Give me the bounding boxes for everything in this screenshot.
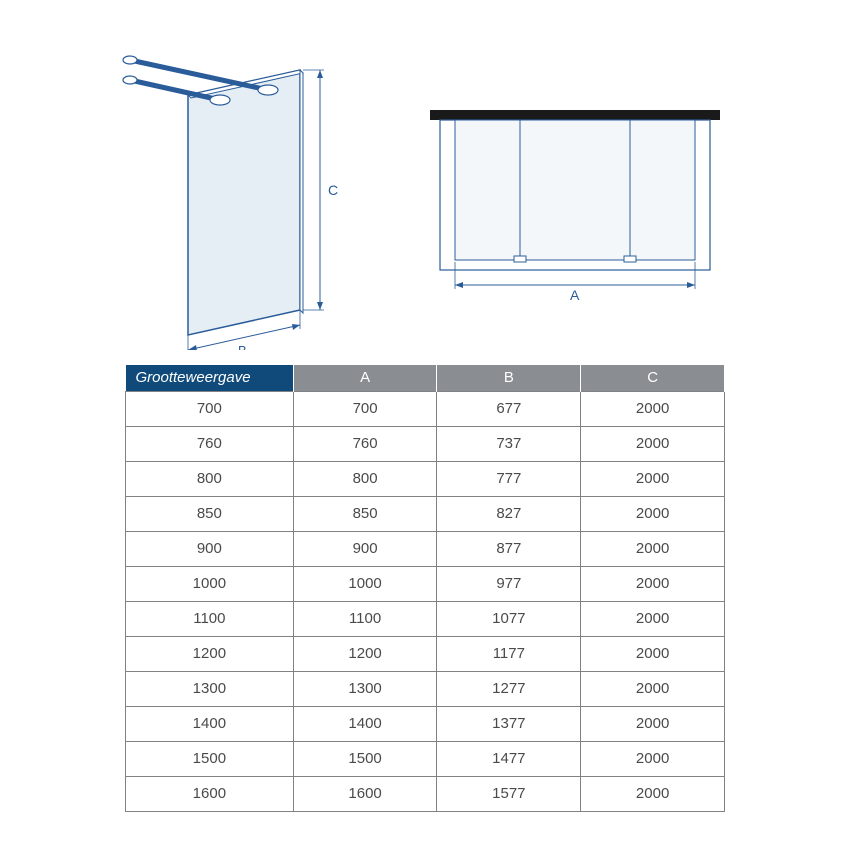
table-row: 7607607372000 <box>126 426 725 461</box>
table-cell: 1477 <box>437 741 581 776</box>
label-A: A <box>570 287 580 303</box>
table-cell: 1300 <box>126 671 294 706</box>
table-cell: 1000 <box>293 566 437 601</box>
table-row: 7007006772000 <box>126 391 725 426</box>
table-cell: 827 <box>437 496 581 531</box>
table-row: 1600160015772000 <box>126 776 725 811</box>
table-cell: 1600 <box>293 776 437 811</box>
col-header-A: A <box>293 365 437 391</box>
table-cell: 1300 <box>293 671 437 706</box>
table-cell: 2000 <box>581 531 725 566</box>
table-row: 1300130012772000 <box>126 671 725 706</box>
table-cell: 2000 <box>581 671 725 706</box>
table-cell: 2000 <box>581 776 725 811</box>
table-cell: 850 <box>293 496 437 531</box>
col-header-C: C <box>581 365 725 391</box>
table-cell: 977 <box>437 566 581 601</box>
size-table-wrap: GrootteweergaveABC 700700677200076076073… <box>125 365 725 812</box>
table-cell: 2000 <box>581 391 725 426</box>
table-cell: 1000 <box>126 566 294 601</box>
table-cell: 900 <box>126 531 294 566</box>
table-cell: 800 <box>293 461 437 496</box>
table-cell: 1200 <box>293 636 437 671</box>
table-cell: 2000 <box>581 461 725 496</box>
table-cell: 677 <box>437 391 581 426</box>
table-cell: 1100 <box>293 601 437 636</box>
table-cell: 1377 <box>437 706 581 741</box>
table-row: 100010009772000 <box>126 566 725 601</box>
table-body: 7007006772000760760737200080080077720008… <box>126 391 725 811</box>
left-3d-view: C B <box>123 56 338 350</box>
table-head: GrootteweergaveABC <box>126 365 725 391</box>
table-cell: 850 <box>126 496 294 531</box>
label-B: B <box>238 343 247 350</box>
table-cell: 1100 <box>126 601 294 636</box>
table-row: 1100110010772000 <box>126 601 725 636</box>
table-row: 8508508272000 <box>126 496 725 531</box>
table-cell: 700 <box>126 391 294 426</box>
table-cell: 1277 <box>437 671 581 706</box>
dim-C: C <box>303 70 338 310</box>
table-cell: 2000 <box>581 706 725 741</box>
table-cell: 1500 <box>293 741 437 776</box>
table-cell: 1077 <box>437 601 581 636</box>
table-cell: 900 <box>293 531 437 566</box>
table-row: 9009008772000 <box>126 531 725 566</box>
table-row: 1200120011772000 <box>126 636 725 671</box>
table-cell: 877 <box>437 531 581 566</box>
table-cell: 1400 <box>293 706 437 741</box>
diagram-area: C B <box>0 30 848 350</box>
glass-right-edge <box>300 70 303 313</box>
glass-panel <box>188 70 300 335</box>
table-cell: 1577 <box>437 776 581 811</box>
table-cell: 737 <box>437 426 581 461</box>
table-row: 1500150014772000 <box>126 741 725 776</box>
technical-drawing: C B <box>0 30 848 350</box>
table-cell: 700 <box>293 391 437 426</box>
col-header-Grootteweergave: Grootteweergave <box>126 365 294 391</box>
table-cell: 760 <box>126 426 294 461</box>
table-cell: 2000 <box>581 566 725 601</box>
size-table: GrootteweergaveABC 700700677200076076073… <box>125 365 725 812</box>
table-cell: 2000 <box>581 636 725 671</box>
table-cell: 1400 <box>126 706 294 741</box>
table-cell: 1600 <box>126 776 294 811</box>
table-cell: 2000 <box>581 601 725 636</box>
table-cell: 1500 <box>126 741 294 776</box>
right-top-view: A <box>430 110 720 303</box>
table-cell: 760 <box>293 426 437 461</box>
table-cell: 777 <box>437 461 581 496</box>
col-header-B: B <box>437 365 581 391</box>
inner-glass <box>455 120 695 260</box>
table-cell: 800 <box>126 461 294 496</box>
table-cell: 1177 <box>437 636 581 671</box>
foot-1 <box>514 256 526 262</box>
table-cell: 2000 <box>581 426 725 461</box>
table-cell: 1200 <box>126 636 294 671</box>
label-C: C <box>328 182 338 198</box>
table-cell: 2000 <box>581 741 725 776</box>
foot-2 <box>624 256 636 262</box>
table-row: 8008007772000 <box>126 461 725 496</box>
wall-bar <box>430 110 720 120</box>
table-row: 1400140013772000 <box>126 706 725 741</box>
brace-bar-1 <box>123 56 278 95</box>
table-cell: 2000 <box>581 496 725 531</box>
